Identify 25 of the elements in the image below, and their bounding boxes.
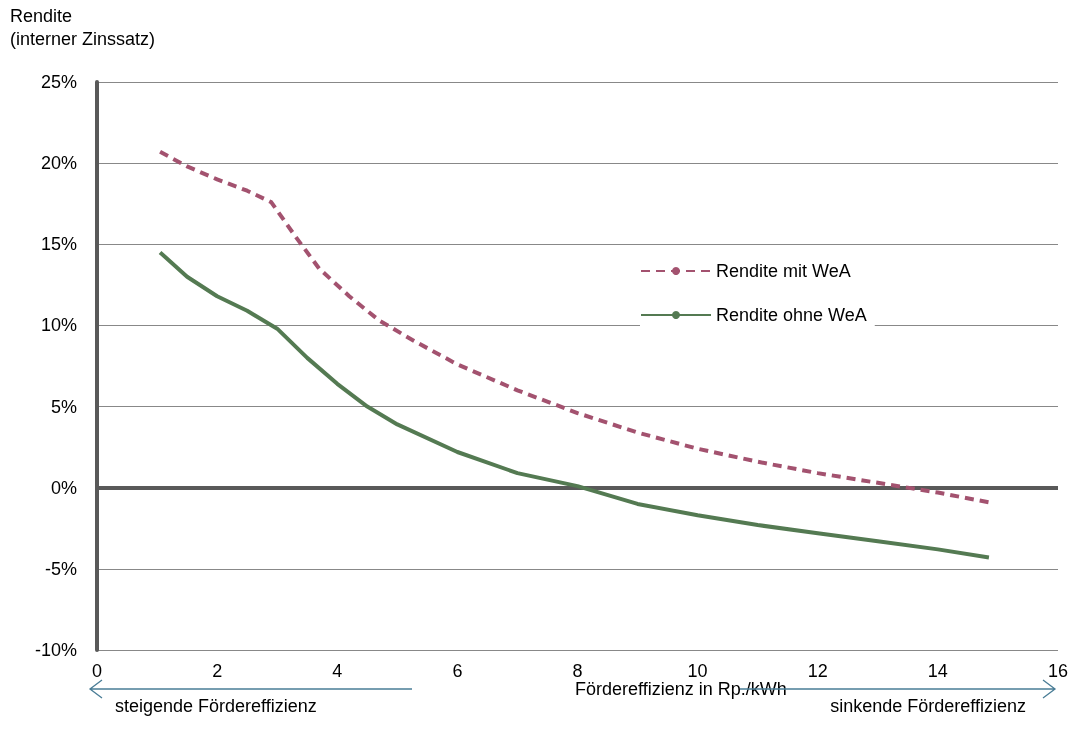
line-series bbox=[158, 250, 991, 560]
x-tick-label: 2 bbox=[212, 661, 223, 681]
x-tick-label: 4 bbox=[332, 661, 343, 681]
x-tick-label: 6 bbox=[452, 661, 463, 681]
y-axis-title: Rendite (interner Zinssatz) bbox=[10, 5, 156, 49]
y-tick-label: 10% bbox=[40, 315, 77, 336]
y-tick-label: 5% bbox=[50, 396, 77, 417]
x-axis-title: Fördereffizienz in Rp./kWh bbox=[575, 679, 787, 699]
legend-label: Rendite ohne WeA bbox=[716, 305, 867, 325]
text: steigende Fördereffizienz bbox=[115, 696, 317, 716]
y-tick-label: -10% bbox=[34, 640, 77, 660]
y-tick-label: 25% bbox=[40, 72, 77, 92]
legend-label: Rendite mit WeA bbox=[716, 261, 851, 281]
x-tick-label: 0 bbox=[91, 661, 103, 681]
y-tick-label: 20% bbox=[40, 153, 77, 174]
line-series bbox=[158, 149, 991, 505]
y-tick-label: -5% bbox=[44, 558, 77, 579]
x-tick-label: 16 bbox=[1047, 661, 1069, 681]
text: sinkende Fördereffizienz bbox=[830, 696, 1026, 716]
x-tick-label: 10 bbox=[687, 661, 708, 681]
x-tick-label: 14 bbox=[927, 661, 948, 681]
y-tick-label: 15% bbox=[40, 234, 77, 255]
y-tick-label: 0% bbox=[50, 477, 77, 498]
x-tick-label: 12 bbox=[807, 661, 828, 681]
x-tick-label: 8 bbox=[572, 661, 583, 681]
